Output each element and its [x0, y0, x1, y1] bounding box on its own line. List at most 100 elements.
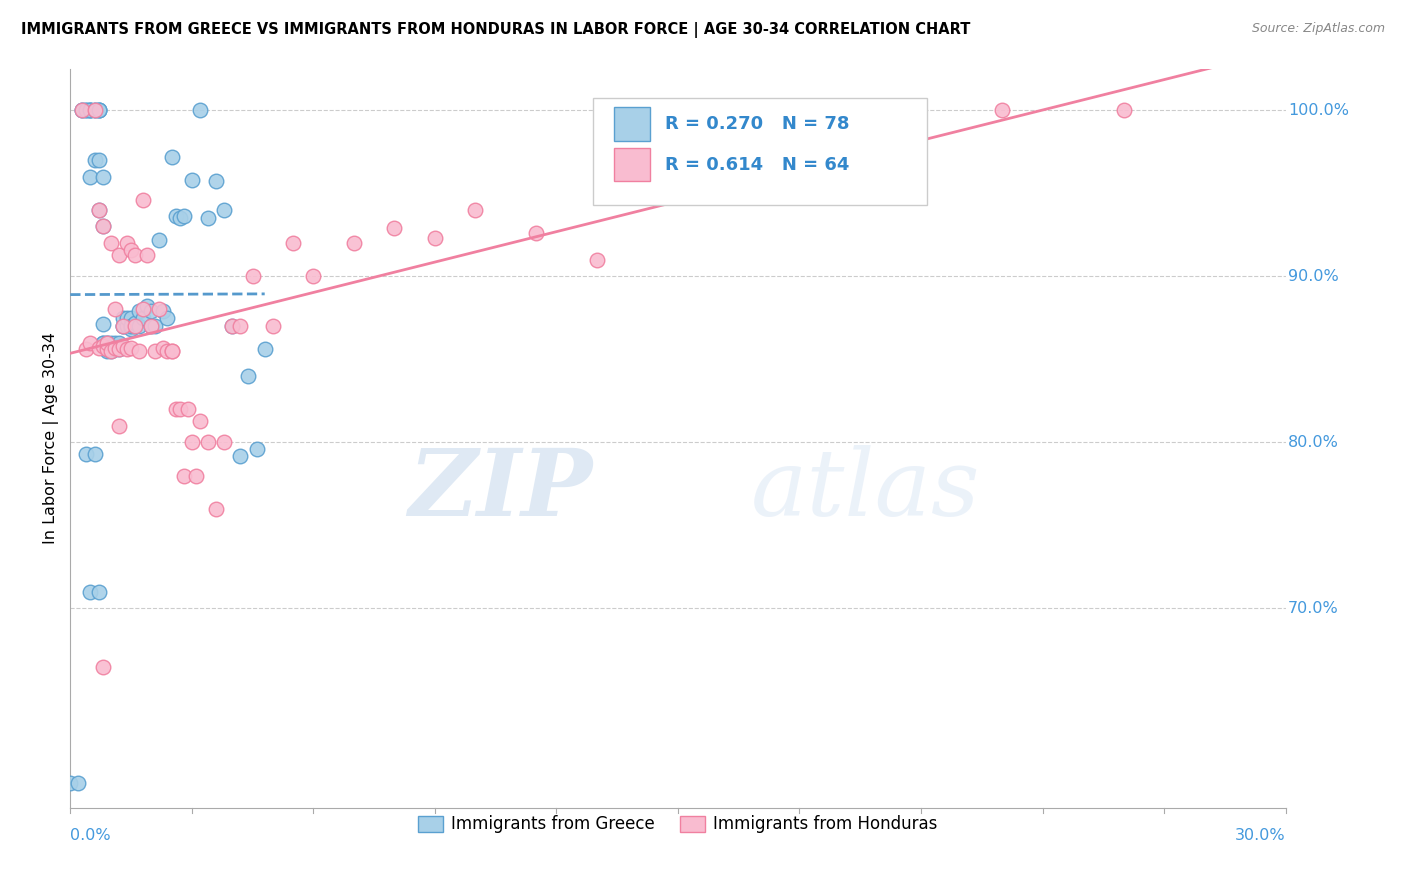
Point — [143, 343, 166, 358]
Text: R = 0.614   N = 64: R = 0.614 N = 64 — [665, 155, 849, 174]
Point — [108, 247, 131, 261]
Point — [221, 318, 243, 333]
Point — [152, 304, 174, 318]
Point — [212, 435, 235, 450]
Point — [87, 103, 110, 117]
Point — [111, 318, 134, 333]
Point — [108, 343, 131, 357]
Point — [100, 343, 122, 357]
Point — [197, 435, 219, 450]
Point — [96, 343, 118, 357]
Point — [75, 103, 97, 117]
Point — [120, 318, 142, 333]
Text: ZIP: ZIP — [409, 445, 593, 535]
Point — [132, 310, 155, 325]
Point — [104, 302, 127, 317]
Point — [115, 235, 138, 250]
Point — [136, 247, 159, 261]
Point — [91, 659, 114, 673]
Point — [188, 414, 211, 428]
Point — [205, 174, 228, 188]
Point — [253, 343, 276, 357]
Point — [115, 310, 138, 325]
Text: atlas: atlas — [751, 445, 980, 535]
Point — [87, 103, 110, 117]
Text: 80.0%: 80.0% — [1288, 434, 1339, 450]
Point — [169, 211, 191, 225]
Text: 0.0%: 0.0% — [70, 828, 111, 843]
Point — [156, 310, 179, 325]
Point — [869, 103, 891, 117]
Point — [180, 173, 202, 187]
Point — [120, 318, 142, 333]
Point — [79, 103, 101, 117]
Point — [281, 235, 304, 250]
Point — [108, 418, 131, 433]
Y-axis label: In Labor Force | Age 30-34: In Labor Force | Age 30-34 — [44, 332, 59, 544]
Point — [100, 339, 122, 353]
Point — [124, 318, 146, 333]
Point — [586, 252, 609, 267]
Point — [124, 318, 146, 333]
Point — [83, 103, 105, 117]
Text: R = 0.270   N = 78: R = 0.270 N = 78 — [665, 115, 849, 133]
Point — [173, 468, 195, 483]
Point — [67, 776, 90, 790]
Text: 100.0%: 100.0% — [1288, 103, 1350, 118]
Point — [108, 343, 131, 357]
Point — [59, 776, 82, 790]
Point — [464, 202, 486, 217]
Point — [96, 335, 118, 350]
Point — [128, 343, 150, 358]
Point — [91, 169, 114, 184]
Point — [524, 226, 547, 240]
Point — [87, 584, 110, 599]
FancyBboxPatch shape — [613, 107, 650, 141]
Point — [120, 341, 142, 355]
Point — [75, 343, 97, 357]
Point — [666, 186, 689, 200]
FancyBboxPatch shape — [613, 148, 650, 181]
Point — [165, 210, 187, 224]
Point — [96, 343, 118, 357]
Point — [100, 343, 122, 357]
Text: 30.0%: 30.0% — [1234, 828, 1285, 843]
Point — [205, 501, 228, 516]
Point — [108, 339, 131, 353]
Point — [91, 335, 114, 350]
Point — [1112, 103, 1135, 117]
Point — [160, 343, 183, 358]
Point — [100, 235, 122, 250]
Point — [83, 447, 105, 461]
Point — [177, 402, 200, 417]
Point — [96, 335, 118, 350]
Legend: Immigrants from Greece, Immigrants from Honduras: Immigrants from Greece, Immigrants from … — [412, 809, 945, 840]
Point — [245, 442, 267, 456]
Point — [120, 243, 142, 257]
Point — [124, 316, 146, 330]
Point — [229, 318, 252, 333]
Point — [75, 447, 97, 461]
Point — [72, 103, 94, 117]
Point — [343, 235, 366, 250]
Point — [141, 304, 163, 318]
Point — [141, 318, 163, 333]
Point — [148, 233, 170, 247]
Point — [72, 103, 94, 117]
Point — [79, 335, 101, 350]
Point — [748, 103, 770, 117]
Point — [79, 103, 101, 117]
Point — [91, 219, 114, 234]
Text: IMMIGRANTS FROM GREECE VS IMMIGRANTS FROM HONDURAS IN LABOR FORCE | AGE 30-34 CO: IMMIGRANTS FROM GREECE VS IMMIGRANTS FRO… — [21, 22, 970, 38]
Point — [197, 211, 219, 225]
Point — [242, 269, 264, 284]
Point — [87, 341, 110, 355]
Point — [108, 335, 131, 350]
Point — [165, 402, 187, 417]
Text: Source: ZipAtlas.com: Source: ZipAtlas.com — [1251, 22, 1385, 36]
Point — [180, 435, 202, 450]
Point — [160, 150, 183, 164]
Point — [96, 343, 118, 357]
Point — [115, 343, 138, 357]
Point — [111, 318, 134, 333]
